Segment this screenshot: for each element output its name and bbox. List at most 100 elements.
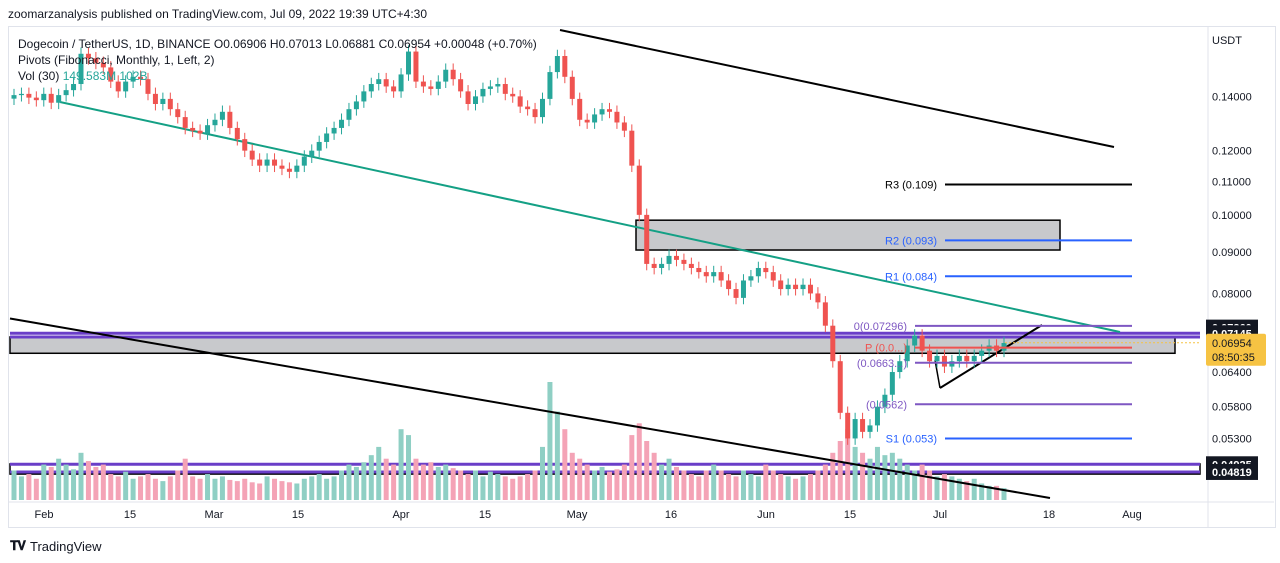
volume-bar: [830, 452, 836, 500]
candle-body: [547, 72, 553, 99]
y-tick-label: 0.08000: [1212, 288, 1252, 300]
volume-bar: [703, 470, 709, 500]
candle-body: [48, 93, 54, 103]
candle-body: [785, 284, 791, 290]
volume-bar: [234, 481, 240, 500]
candle-body: [852, 419, 858, 439]
pivot-label: R1 (0.084): [885, 271, 937, 283]
volume-bar: [986, 485, 992, 500]
volume-bar: [11, 470, 17, 500]
volume-bar: [718, 470, 724, 500]
volume-bar: [450, 468, 456, 500]
candle-body: [71, 84, 77, 91]
volume-bar: [793, 478, 799, 500]
volume-bar: [339, 470, 345, 500]
tradingview-branding[interactable]: 𝐓𝐕 TradingView: [10, 538, 102, 554]
volume-bar: [205, 474, 211, 500]
volume-bar: [763, 464, 769, 500]
candle-body: [554, 56, 560, 73]
candle-body: [495, 84, 501, 87]
candle-body: [93, 58, 99, 63]
candle-body: [331, 127, 337, 134]
pivots-legend[interactable]: Pivots (Fibonacci, Monthly, 1, Left, 2): [18, 53, 215, 67]
price-label-text: 0.04819: [1212, 467, 1252, 479]
candle-body: [480, 88, 486, 97]
volume-bar: [473, 470, 479, 500]
volume-bar: [160, 481, 166, 500]
candle-body: [272, 159, 278, 166]
x-tick-label: Feb: [35, 509, 54, 521]
candle-body: [770, 272, 776, 281]
candle-body: [815, 293, 821, 303]
candle-body: [919, 335, 925, 351]
candle-body: [889, 372, 895, 395]
volume-bar: [554, 411, 560, 500]
volume-bar: [428, 462, 434, 500]
candle-body: [18, 93, 24, 96]
candle-body: [636, 165, 642, 215]
volume-bar: [733, 476, 739, 500]
candle-body: [525, 106, 531, 110]
volume-bar: [115, 476, 121, 500]
volume-bar: [100, 464, 106, 500]
y-tick-label: 0.10000: [1212, 210, 1252, 222]
candle-body: [339, 119, 345, 128]
candle-body: [197, 130, 203, 134]
candle-body: [606, 109, 612, 112]
volume-bar: [309, 476, 315, 500]
symbol-legend[interactable]: Dogecoin / TetherUS, 1D, BINANCE O0.0690…: [18, 37, 537, 51]
candle-body: [108, 67, 114, 82]
volume-bar: [406, 435, 412, 500]
x-tick-label: 16: [665, 509, 677, 521]
candle-body: [807, 284, 813, 294]
candle-body: [361, 91, 367, 102]
volume-bar: [666, 458, 672, 500]
tv-logo-icon: 𝐓𝐕: [10, 538, 26, 553]
chart-legend: Dogecoin / TetherUS, 1D, BINANCE O0.0690…: [18, 36, 537, 84]
volume-bar: [435, 466, 441, 500]
volume-bar: [78, 452, 84, 500]
volume-bar: [123, 471, 129, 500]
volume-bar: [26, 474, 32, 500]
candle-body: [264, 159, 270, 166]
candle-body: [33, 97, 39, 101]
volume-bar: [346, 464, 352, 500]
volume-bar: [495, 474, 501, 500]
candle-body: [718, 272, 724, 281]
volume-legend[interactable]: Vol (30) 149.583M 102B: [18, 68, 537, 84]
volume-bar: [889, 452, 895, 500]
candle-body: [443, 69, 449, 82]
candle-body: [286, 168, 292, 172]
volume-bar: [487, 471, 493, 500]
zone-box: [635, 219, 1061, 251]
candle-body: [941, 355, 947, 367]
candle-body: [874, 406, 880, 426]
countdown-text: 08:50:35: [1212, 352, 1255, 364]
volume-bar: [971, 478, 977, 500]
volume-bar: [286, 482, 292, 500]
volume-bar: [1001, 488, 1007, 500]
volume-bar: [711, 464, 717, 500]
candle-body: [673, 255, 679, 260]
volume-bar: [904, 464, 910, 500]
volume-bar: [264, 476, 270, 500]
volume-bar: [175, 470, 181, 500]
candle-body: [949, 361, 955, 367]
candle-body: [435, 81, 441, 89]
y-tick-label: 0.14000: [1212, 91, 1252, 103]
rising-support-line: [939, 324, 1043, 389]
candle-body: [763, 267, 769, 273]
volume-bar: [912, 470, 918, 500]
y-tick-label: 0.05300: [1212, 433, 1252, 445]
volume-bar: [815, 470, 821, 500]
chart-frame: [8, 26, 1276, 528]
volume-bar: [525, 474, 531, 500]
volume-bar: [391, 464, 397, 500]
volume-bar: [778, 474, 784, 500]
candle-body: [205, 125, 211, 134]
candle-body: [569, 76, 575, 99]
volume-bar: [420, 464, 426, 500]
volume-bar: [606, 471, 612, 500]
volume-bar: [636, 423, 642, 500]
